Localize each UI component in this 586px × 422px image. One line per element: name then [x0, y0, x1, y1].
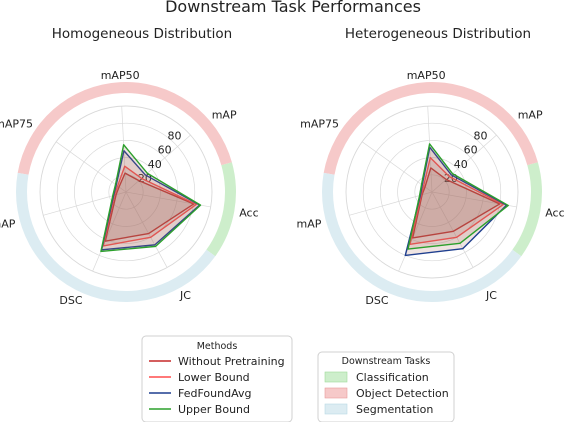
axis-label: mAP50 [101, 69, 140, 82]
radial-tick-label: 60 [158, 144, 172, 157]
grid-circle [39, 105, 213, 279]
series-upper-bound [100, 144, 202, 253]
grid-spoke [125, 134, 191, 193]
grid-spoke [55, 141, 127, 193]
task-band-classification [206, 162, 236, 257]
radar-heterogeneous: Heterogeneous Distribution Acc mAP mAP50 mA… [296, 26, 564, 307]
radial-tick-label: 80 [473, 130, 487, 143]
legend-method-item: FedFoundAvg [178, 387, 251, 400]
legend-swatch [324, 371, 348, 383]
axis-label: mAP [518, 109, 543, 122]
legend-methods: Methods Without Pretraining Lower Bound Fe… [141, 335, 293, 422]
radar-title-heterogeneous: Heterogeneous Distribution [345, 26, 531, 42]
series-lower-bound [409, 156, 504, 246]
grid-spoke [92, 191, 127, 272]
legend-task-item: Segmentation [356, 403, 433, 416]
legend-task-item: Classification [356, 371, 429, 384]
radar-homogeneous: Homogeneous Distribution Acc mAP mAP50 mAP7… [0, 26, 259, 307]
grid-circle [414, 174, 450, 210]
legend-method-item: Upper Bound [178, 403, 250, 416]
grid-circle [91, 157, 161, 227]
series-without-pretraining [104, 172, 195, 242]
axis-label: JC [179, 289, 191, 302]
grid-spoke [431, 191, 474, 268]
axis-label: mAP75 [300, 118, 339, 131]
grid-circle [345, 105, 519, 279]
grid-circle [108, 174, 144, 210]
legend-swatch [324, 387, 348, 399]
radar-title-homogeneous: Homogeneous Distribution [52, 26, 232, 42]
legend-tasks-title: Downstream Tasks [342, 356, 431, 367]
axis-label: DSC [59, 294, 82, 307]
series-fedfoundavg [404, 146, 508, 257]
series-upper-bound [407, 143, 509, 250]
radial-tick-label: 40 [454, 158, 468, 171]
figure-title: Downstream Task Performances [165, 0, 421, 16]
grid-spoke [431, 134, 497, 193]
grid-spoke [349, 191, 433, 216]
grid-circle [397, 157, 467, 227]
radial-tick-label: 60 [464, 144, 478, 157]
radial-tick-label: 80 [167, 130, 181, 143]
axis-label: Acc [545, 206, 564, 219]
grid-spoke [121, 106, 127, 193]
series-lower-bound [102, 165, 197, 247]
task-band-classification [512, 162, 542, 257]
grid-circle [362, 122, 502, 262]
legend-task-item: Object Detection [356, 387, 449, 400]
grid-spoke [398, 191, 433, 272]
axis-label: mAP50 [407, 69, 446, 82]
legend-method-item: Without Pretraining [178, 355, 285, 368]
radial-tick-label: 40 [148, 158, 162, 171]
grid-circle [56, 122, 196, 262]
axis-label: DSC [365, 294, 388, 307]
grid-spoke [125, 191, 168, 268]
axis-label: mAP [296, 218, 321, 231]
axis-label: Acc [239, 206, 258, 219]
task-band-object-detection [17, 82, 232, 175]
series-fedfoundavg [100, 150, 201, 251]
task-band-object-detection [323, 81, 538, 175]
series-without-pretraining [411, 167, 501, 239]
axis-label: mAP [212, 109, 237, 122]
legend-method-item: Lower Bound [178, 371, 250, 384]
legend-methods-title: Methods [197, 341, 238, 352]
axis-label: mAP [0, 218, 16, 231]
axis-label: mAP75 [0, 118, 33, 131]
axis-label: JC [485, 289, 497, 302]
grid-spoke [361, 141, 433, 193]
legend-tasks: Downstream Tasks Classification Object De… [317, 351, 455, 422]
legend-swatch [324, 403, 348, 415]
